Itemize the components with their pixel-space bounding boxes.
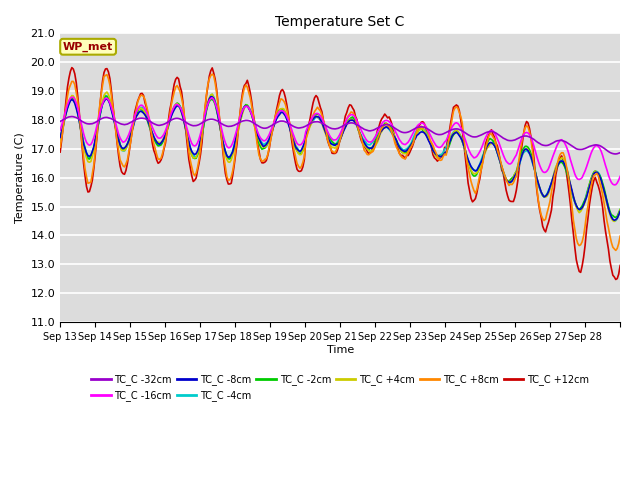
Y-axis label: Temperature (C): Temperature (C): [15, 132, 25, 223]
X-axis label: Time: Time: [326, 345, 354, 355]
Title: Temperature Set C: Temperature Set C: [275, 15, 405, 29]
Text: WP_met: WP_met: [63, 42, 113, 52]
Legend: TC_C -32cm, TC_C -16cm, TC_C -8cm, TC_C -4cm, TC_C -2cm, TC_C +4cm, TC_C +8cm, T: TC_C -32cm, TC_C -16cm, TC_C -8cm, TC_C …: [87, 371, 593, 405]
